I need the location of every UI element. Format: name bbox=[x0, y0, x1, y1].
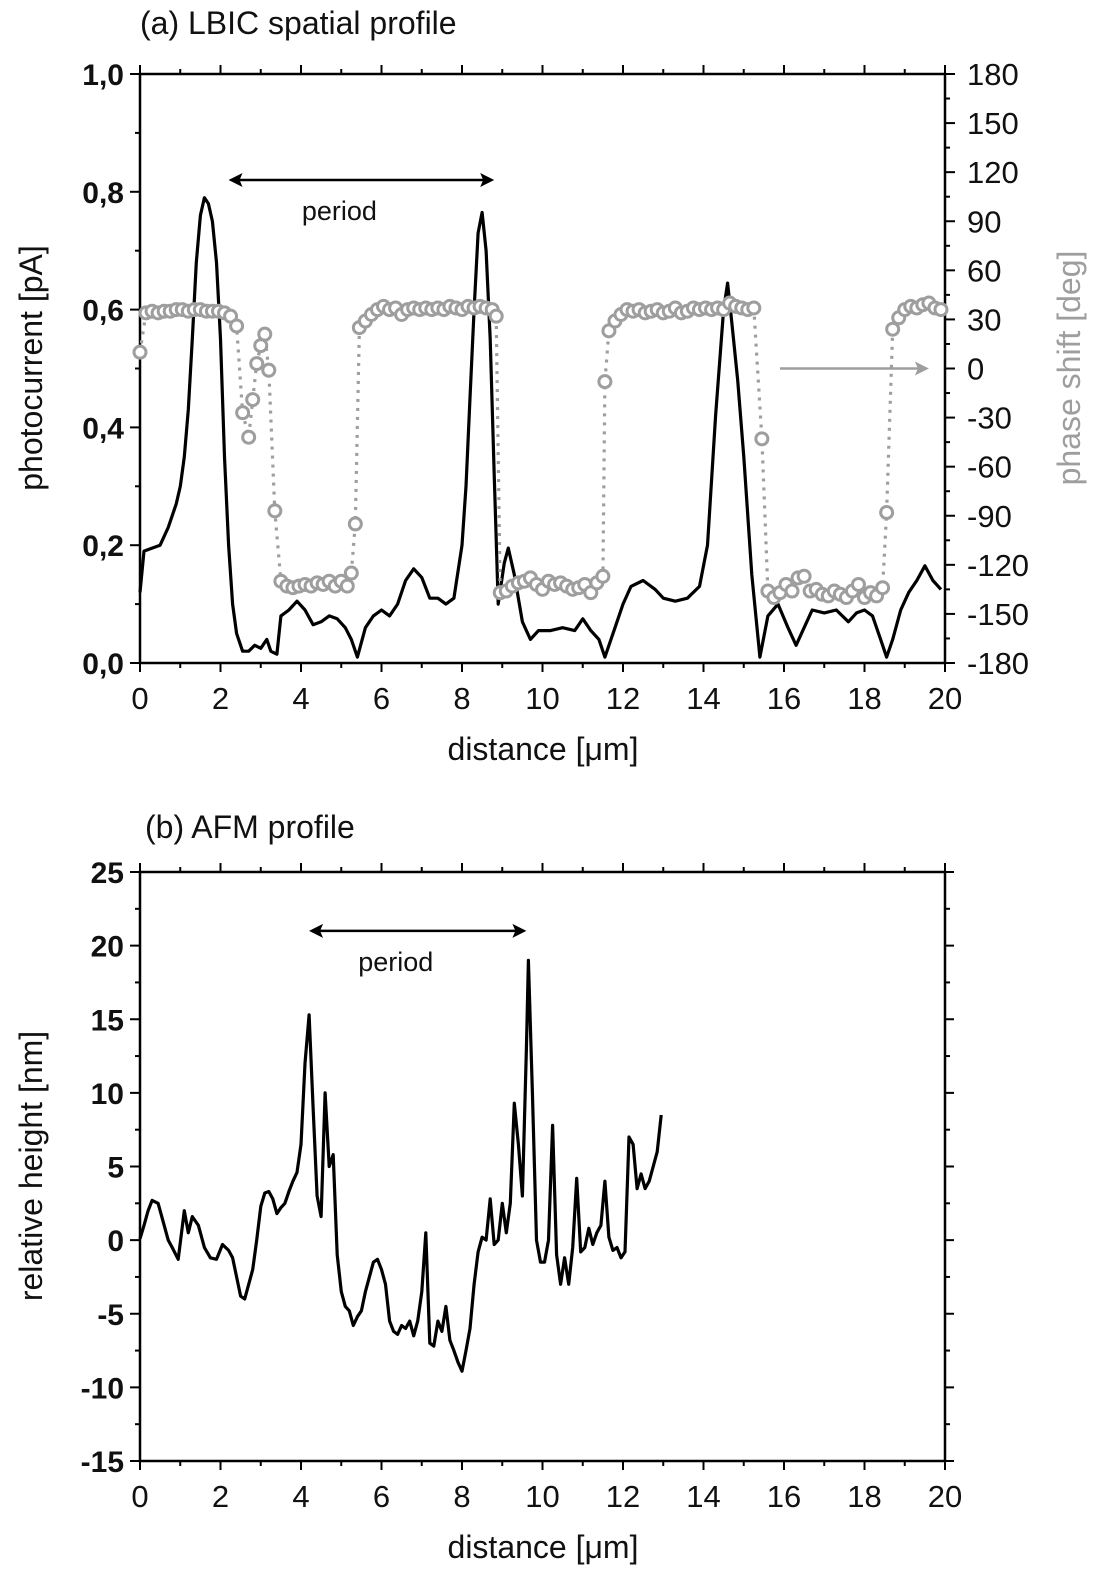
panel-a: (a) LBIC spatial profile photocurrent [p… bbox=[13, 5, 1087, 767]
panel-a-period-arrowhead-right bbox=[480, 173, 495, 188]
panel-a-series-1-marker bbox=[754, 431, 770, 447]
panel-b-x-tick-label: 10 bbox=[525, 1479, 559, 1514]
panel-a-x-tick-label: 12 bbox=[606, 681, 640, 716]
panel-a-series-1-marker bbox=[245, 392, 261, 408]
panel-a-y-tick-label: 0,4 bbox=[82, 412, 124, 445]
panel-a-y2-tick-label: 30 bbox=[967, 302, 1001, 337]
panel-a-series-1-marker bbox=[784, 583, 800, 599]
panel-a-y-tick-label: 0,0 bbox=[82, 648, 124, 681]
panel-a-y2-tick-label: 180 bbox=[967, 57, 1019, 92]
panel-a-series-1-marker bbox=[257, 326, 273, 342]
panel-a-x-tick-label: 18 bbox=[847, 681, 881, 716]
panel-a-y-tick-label: 1,0 bbox=[82, 59, 124, 92]
panel-a-series-1-marker bbox=[343, 565, 359, 581]
panel-a-y2-tick-label: 60 bbox=[967, 253, 1001, 288]
panel-a-y2-tick-label: -150 bbox=[967, 597, 1029, 632]
panel-a-series-1-marker bbox=[488, 308, 504, 324]
panel-a-x-tick-label: 8 bbox=[453, 681, 470, 716]
panel-a-series-1-marker bbox=[339, 578, 355, 594]
panel-b-y-tick-label: -10 bbox=[81, 1372, 124, 1405]
panel-b-plot-frame bbox=[138, 870, 947, 1463]
panel-a-series-1-marker bbox=[235, 405, 251, 421]
panel-b-x-tick-label: 12 bbox=[606, 1479, 640, 1514]
panel-a-y-axis-label: photocurrent [pA] bbox=[13, 245, 49, 490]
panel-a-series-1-marker bbox=[132, 344, 148, 360]
panel-b-y-tick-label: 25 bbox=[91, 857, 124, 890]
panel-a-series-1-marker bbox=[850, 576, 866, 592]
panel-b-period-arrowhead-right bbox=[512, 923, 527, 938]
panel-b-x-tick-label: 16 bbox=[767, 1479, 801, 1514]
panel-a-series-1-marker bbox=[885, 321, 901, 337]
panel-a-y2-tick-label: 120 bbox=[967, 155, 1019, 190]
panel-a-y2-tick-label: 0 bbox=[967, 352, 984, 387]
panel-b: (b) AFM profile relative height [nm] dis… bbox=[13, 809, 962, 1565]
panel-a-y-tick-label: 0,8 bbox=[82, 177, 124, 210]
panel-b-y-tick-label: 20 bbox=[91, 931, 124, 964]
panel-a-y2-tick-label: 90 bbox=[967, 204, 1001, 239]
panel-a-series-1-marker bbox=[261, 362, 277, 378]
panel-b-y-tick-label: 5 bbox=[107, 1152, 124, 1185]
panel-a-series-1-marker bbox=[933, 302, 949, 318]
panel-a-y2-tick-label: -30 bbox=[967, 401, 1012, 436]
panel-a-title: (a) LBIC spatial profile bbox=[140, 5, 457, 41]
panel-b-x-tick-label: 18 bbox=[847, 1479, 881, 1514]
panel-b-y-tick-label: 15 bbox=[91, 1004, 124, 1037]
panel-a-x-tick-label: 14 bbox=[686, 681, 720, 716]
panel-b-series-0-line bbox=[138, 958, 663, 1373]
panel-a-axis-pointer-arrowhead bbox=[914, 361, 929, 376]
panel-a-series-1-marker bbox=[347, 516, 363, 532]
panel-a-series-1-marker bbox=[595, 568, 611, 584]
panel-a-y2-tick-label: -120 bbox=[967, 548, 1029, 583]
panel-b-y-tick-label: -5 bbox=[97, 1299, 124, 1332]
panel-a-y2-tick-label: -180 bbox=[967, 646, 1029, 681]
panel-a-series-1-marker bbox=[875, 580, 891, 596]
panel-a-x-tick-label: 6 bbox=[373, 681, 390, 716]
panel-a-x-tick-label: 4 bbox=[292, 681, 309, 716]
panel-a-series-1-marker bbox=[267, 503, 283, 519]
panel-b-x-tick-label: 4 bbox=[292, 1479, 309, 1514]
panel-b-period-arrowhead-left bbox=[309, 923, 324, 938]
panel-b-y-tick-label: -15 bbox=[81, 1446, 124, 1479]
panel-a-y2-axis-label: phase shift [deg] bbox=[1051, 251, 1087, 486]
panel-a-y2-tick-label: -60 bbox=[967, 450, 1012, 485]
panel-a-period-label: period bbox=[302, 196, 377, 226]
panel-a-series-1-marker bbox=[746, 300, 762, 316]
panel-a-x-tick-label: 10 bbox=[525, 681, 559, 716]
panel-a-period-arrowhead-left bbox=[228, 173, 243, 188]
panel-b-x-tick-label: 2 bbox=[212, 1479, 229, 1514]
panel-a-x-axis-label: distance [μm] bbox=[448, 731, 639, 767]
panel-a-y-tick-label: 0,6 bbox=[82, 295, 124, 328]
panel-a-y2-tick-label: 150 bbox=[967, 106, 1019, 141]
panel-b-x-tick-label: 14 bbox=[686, 1479, 720, 1514]
panel-a-x-tick-label: 2 bbox=[212, 681, 229, 716]
panel-a-y2-tick-label: -90 bbox=[967, 499, 1012, 534]
panel-b-x-tick-label: 20 bbox=[928, 1479, 962, 1514]
panel-a-series-1-marker bbox=[796, 568, 812, 584]
panel-a-x-tick-label: 20 bbox=[928, 681, 962, 716]
panel-b-period-label: period bbox=[358, 947, 433, 977]
panel-a-series-1-marker bbox=[879, 504, 895, 520]
panel-a-series-1-marker bbox=[249, 356, 265, 372]
panel-a-x-tick-label: 16 bbox=[767, 681, 801, 716]
panel-a-y-tick-label: 0,2 bbox=[82, 530, 124, 563]
panel-b-y-axis-label: relative height [nm] bbox=[13, 1031, 49, 1301]
panel-a-series-1-marker bbox=[597, 374, 613, 390]
panel-a-series-1-marker bbox=[229, 318, 245, 334]
panel-b-y-tick-label: 0 bbox=[107, 1225, 124, 1258]
panel-a-x-tick-label: 0 bbox=[131, 681, 148, 716]
panel-b-title: (b) AFM profile bbox=[145, 809, 355, 845]
panel-b-x-tick-label: 0 bbox=[131, 1479, 148, 1514]
panel-a-series-0-line bbox=[138, 196, 943, 659]
panel-b-x-tick-label: 6 bbox=[373, 1479, 390, 1514]
panel-b-x-axis-label: distance [μm] bbox=[448, 1529, 639, 1565]
panel-b-x-tick-label: 8 bbox=[453, 1479, 470, 1514]
panel-a-series-1-marker bbox=[241, 429, 257, 445]
panel-b-y-tick-label: 10 bbox=[91, 1078, 124, 1111]
